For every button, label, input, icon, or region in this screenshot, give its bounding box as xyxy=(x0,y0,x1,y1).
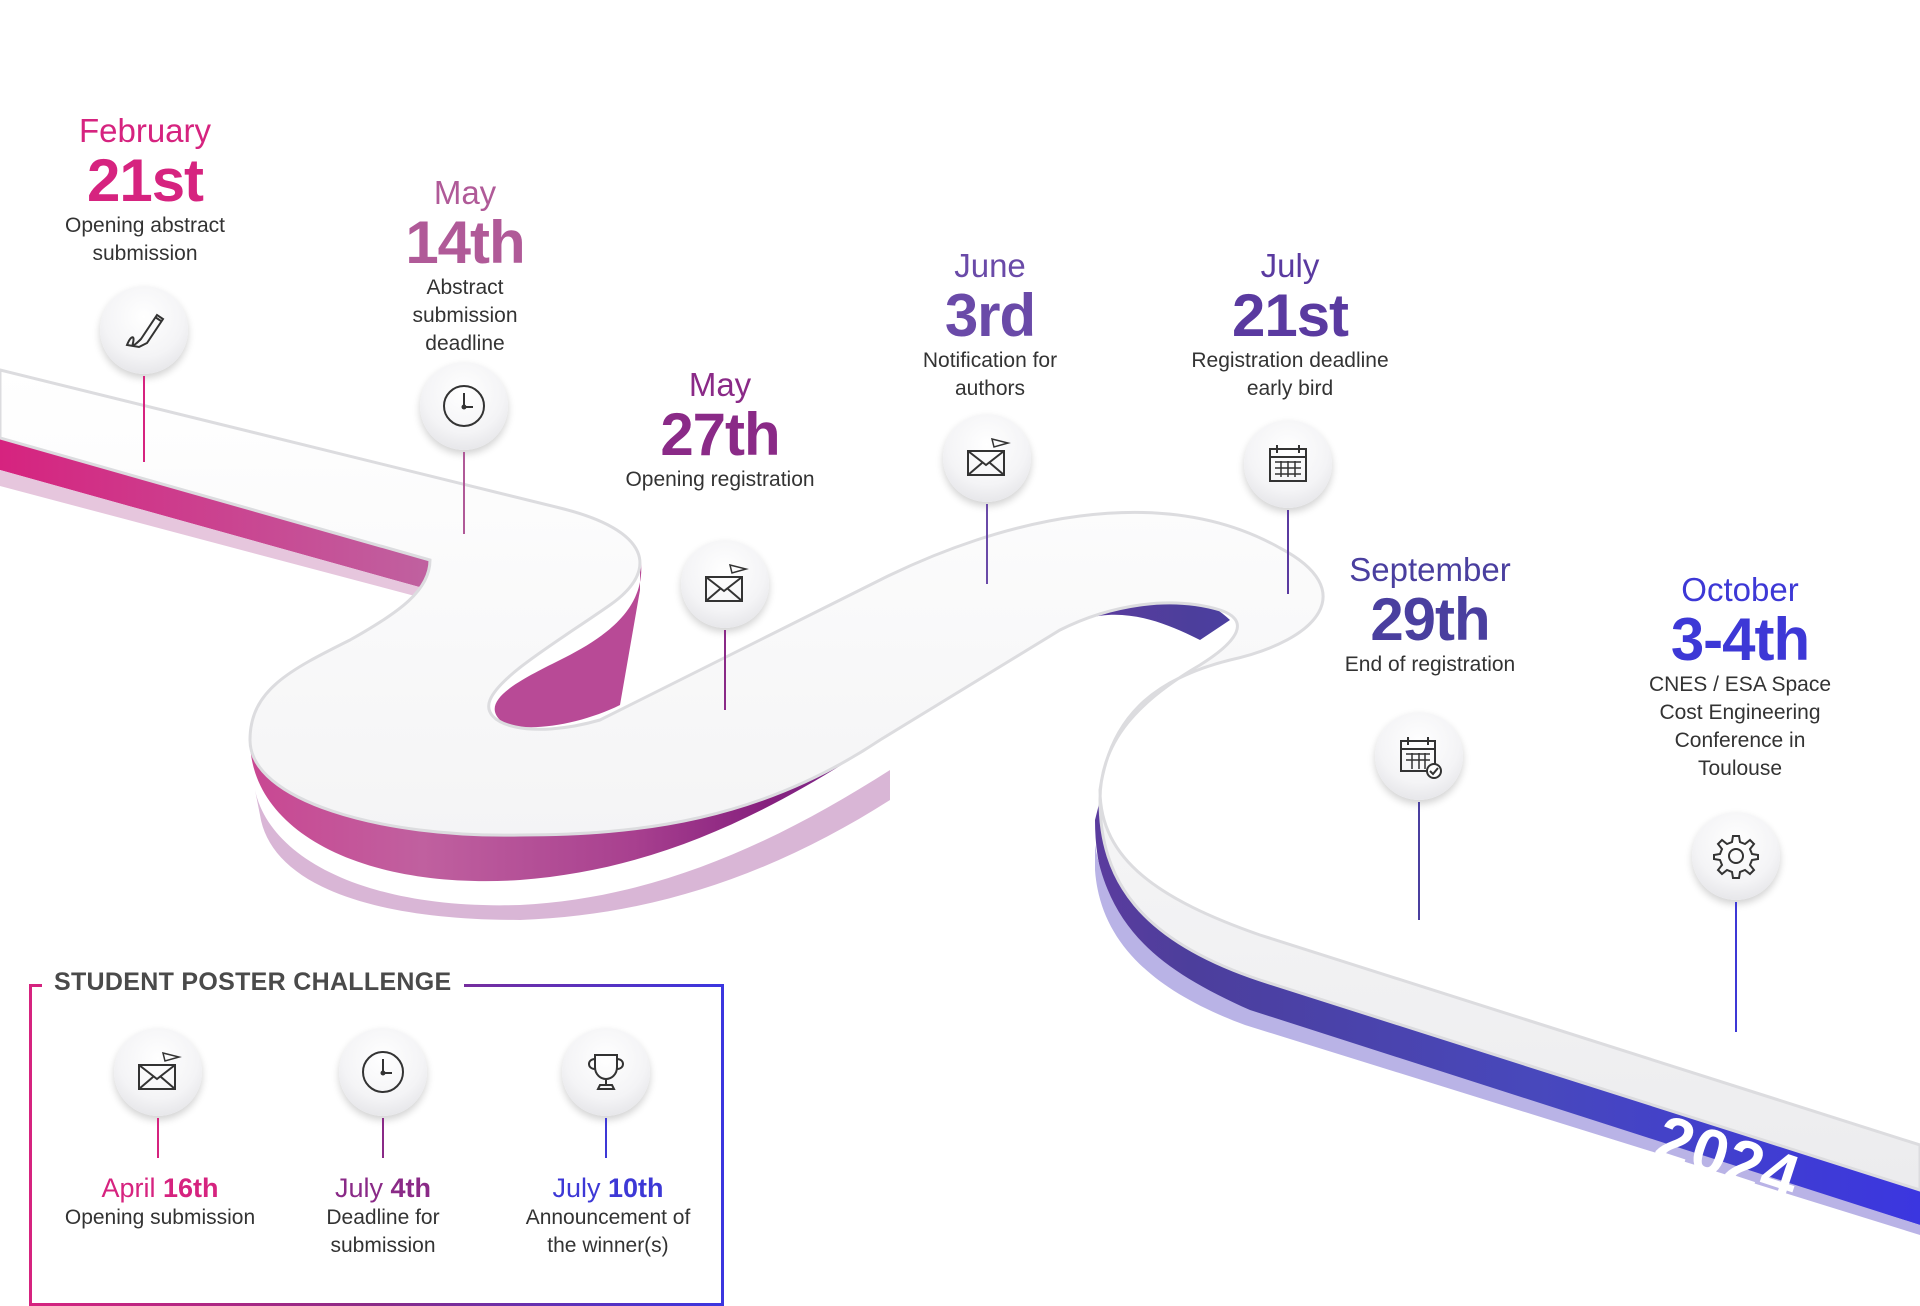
desc-line: Toulouse xyxy=(1697,757,1783,780)
milestone-desc: Abstract submission deadline xyxy=(370,274,560,358)
sp-month: April xyxy=(101,1173,156,1203)
desc-line: Registration deadline xyxy=(1191,349,1389,372)
milestone-month: May xyxy=(688,366,752,403)
clock-icon xyxy=(420,362,508,450)
sp-month: July xyxy=(334,1173,383,1203)
desc-line: the winner(s) xyxy=(547,1234,669,1257)
milestone-month: September xyxy=(1349,551,1511,588)
milestone-day: 29th xyxy=(1370,586,1490,653)
milestone-oct-3-4: October 3-4th CNES / ESA Space Cost Engi… xyxy=(1620,571,1860,783)
trophy-icon xyxy=(562,1028,650,1116)
sp-date: July 10th xyxy=(500,1172,716,1204)
milestone-desc: Registration deadline early bird xyxy=(1170,347,1410,403)
calendar-icon xyxy=(1244,420,1332,508)
desc-line: deadline xyxy=(425,332,505,355)
envelope-icon xyxy=(681,540,769,628)
sp-date: April 16th xyxy=(40,1172,280,1204)
desc-line: submission xyxy=(92,242,198,265)
sp-desc: Deadline for submission xyxy=(278,1204,488,1260)
sp-item-july-10: July 10th Announcement of the winner(s) xyxy=(500,1172,716,1260)
desc-line: Announcement of xyxy=(525,1206,691,1229)
milestone-day: 3-4th xyxy=(1670,606,1810,673)
clock-icon xyxy=(339,1028,427,1116)
desc-line: End of registration xyxy=(1344,653,1516,676)
desc-line: early bird xyxy=(1246,377,1334,400)
envelope-icon xyxy=(114,1028,202,1116)
desc-line: Opening abstract xyxy=(65,214,225,237)
sp-desc: Opening submission xyxy=(40,1204,280,1232)
desc-line: Abstract xyxy=(426,276,504,299)
sp-month: July xyxy=(552,1173,601,1203)
milestone-desc: End of registration xyxy=(1320,651,1540,679)
pen-icon xyxy=(100,286,188,374)
milestone-desc: Opening abstract submission xyxy=(40,212,250,268)
desc-line: Deadline for xyxy=(326,1206,440,1229)
milestone-day: 3rd xyxy=(944,282,1036,349)
desc-line: Cost Engineering xyxy=(1659,701,1821,724)
milestone-day: 21st xyxy=(86,147,204,214)
milestone-may-27: May 27th Opening registration xyxy=(610,366,830,494)
sp-day: 16th xyxy=(163,1173,219,1203)
milestone-month: October xyxy=(1681,571,1799,608)
milestone-july-21: July 21st Registration deadline early bi… xyxy=(1170,247,1410,403)
milestone-month: May xyxy=(433,174,497,211)
milestone-desc: Notification for authors xyxy=(880,347,1100,403)
milestone-desc: CNES / ESA Space Cost Engineering Confer… xyxy=(1620,671,1860,783)
milestone-day: 27th xyxy=(660,401,780,468)
milestone-month: February xyxy=(78,112,212,149)
calendar-check-icon xyxy=(1375,712,1463,800)
sp-desc: Announcement of the winner(s) xyxy=(500,1204,716,1260)
sp-item-april-16: April 16th Opening submission xyxy=(40,1172,280,1232)
milestone-feb-21: February 21st Opening abstract submissio… xyxy=(40,112,250,268)
desc-line: authors xyxy=(954,377,1026,400)
desc-line: submission xyxy=(412,304,518,327)
desc-line: Opening submission xyxy=(64,1206,256,1229)
milestone-day: 14th xyxy=(405,209,525,276)
milestone-may-14: May 14th Abstract submission deadline xyxy=(370,174,560,358)
desc-line: Opening registration xyxy=(625,468,815,491)
sp-day: 10th xyxy=(608,1173,664,1203)
milestone-sept-29: September 29th End of registration xyxy=(1320,551,1540,679)
desc-line: Conference in xyxy=(1674,729,1806,752)
milestone-month: June xyxy=(954,247,1026,284)
milestone-day: 21st xyxy=(1231,282,1349,349)
sp-item-july-4: July 4th Deadline for submission xyxy=(278,1172,488,1260)
gear-icon xyxy=(1692,812,1780,900)
desc-line: Notification for xyxy=(922,349,1058,372)
desc-line: submission xyxy=(330,1234,436,1257)
sp-date: July 4th xyxy=(278,1172,488,1204)
sp-day: 4th xyxy=(390,1173,432,1203)
milestone-june-3: June 3rd Notification for authors xyxy=(880,247,1100,403)
desc-line: CNES / ESA Space xyxy=(1648,673,1832,696)
milestone-month: July xyxy=(1260,247,1320,284)
milestone-desc: Opening registration xyxy=(610,466,830,494)
envelope-icon xyxy=(943,414,1031,502)
student-poster-challenge-title: STUDENT POSTER CHALLENGE xyxy=(42,968,464,997)
